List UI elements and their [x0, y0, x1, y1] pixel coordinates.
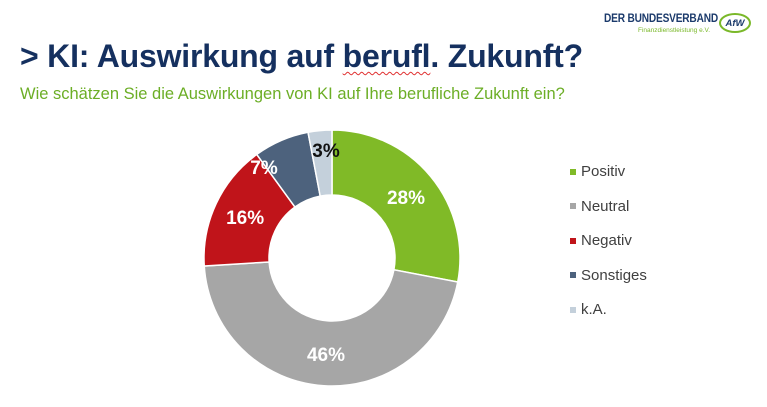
donut-segment-positiv — [331, 129, 461, 283]
legend-item: Sonstiges — [570, 267, 647, 284]
data-label: 7% — [250, 158, 278, 179]
afw-logo: DER BUNDESVERBAND Finanzdienstleistung e… — [604, 12, 754, 38]
logo-subtext: Finanzdienstleistung e.V. — [638, 27, 711, 34]
donut-segment-neutral — [203, 261, 459, 387]
data-label: 46% — [307, 345, 345, 366]
data-label: 28% — [387, 188, 425, 209]
logo-text: DER BUNDESVERBAND — [604, 13, 718, 25]
legend-swatch-icon — [570, 168, 576, 175]
title-prefix: > KI: Auswirkung auf — [20, 38, 343, 74]
title-spellchecked-word: berufl — [342, 38, 431, 74]
legend-swatch-icon — [570, 203, 576, 209]
data-label: 16% — [226, 208, 264, 229]
title-suffix: . Zukunft? — [430, 38, 583, 74]
legend-swatch-icon — [570, 272, 576, 278]
legend-item: Negativ — [570, 232, 632, 249]
legend-label: k.A. — [581, 301, 607, 318]
legend-item: Positiv — [570, 163, 625, 180]
page-title: > KI: Auswirkung auf berufl. Zukunft? — [20, 38, 583, 75]
donut-segment-ka — [307, 129, 333, 197]
legend-swatch-icon — [570, 306, 576, 313]
logo-badge-icon: AfW — [719, 13, 751, 33]
legend-label: Positiv — [581, 163, 626, 180]
legend-label: Sonstiges — [581, 266, 647, 284]
legend-item: Neutral — [570, 198, 629, 215]
legend-item: k.A. — [570, 301, 607, 318]
legend-label: Neutral — [581, 197, 630, 215]
legend-swatch-icon — [570, 237, 576, 244]
legend-label: Negativ — [581, 232, 632, 249]
question-subtitle: Wie schätzen Sie die Auswirkungen von KI… — [20, 85, 565, 103]
data-label: 3% — [312, 141, 340, 162]
